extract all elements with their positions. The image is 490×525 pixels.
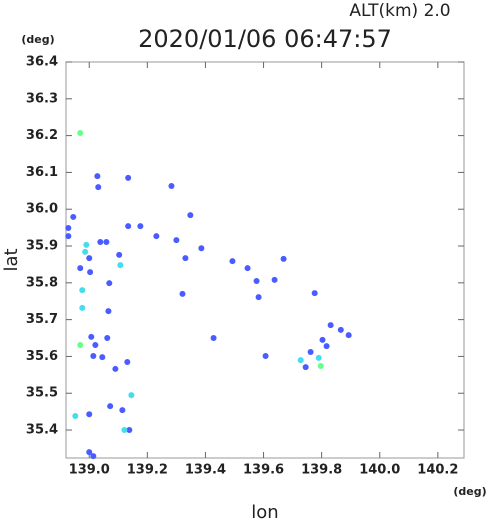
plot-frame [65, 61, 465, 459]
echo [116, 251, 123, 258]
echo [311, 290, 318, 297]
subtitle: ALT(km) 2.0 [349, 1, 450, 21]
echo [302, 364, 309, 371]
echo [112, 365, 119, 372]
y-unit: (deg) [21, 33, 54, 46]
y-tick-label: 35.5 [26, 386, 58, 401]
echo [83, 241, 90, 248]
y-tick-label: 36.1 [26, 165, 58, 180]
echo [125, 223, 132, 230]
y-tick-label: 35.7 [26, 312, 58, 327]
x-tick-label: 139.0 [69, 463, 110, 478]
y-tick-label: 36.0 [26, 202, 58, 217]
echo [119, 407, 126, 414]
x-tick-label: 139.8 [301, 463, 342, 478]
echo [179, 290, 186, 297]
x-tick-label: 140.0 [359, 463, 400, 478]
echo [229, 258, 236, 265]
x-tick-label: 139.6 [243, 463, 284, 478]
x-axis-label: lon [251, 502, 278, 521]
echo [121, 427, 128, 434]
y-tick-label: 35.6 [26, 349, 58, 364]
echo [187, 212, 194, 219]
echo [105, 308, 112, 315]
echo [253, 277, 260, 284]
echo [77, 130, 84, 137]
echo [182, 255, 189, 262]
echo [88, 333, 95, 340]
x-tick-label: 139.2 [127, 463, 168, 478]
x-unit: (deg) [453, 485, 486, 498]
echo [125, 174, 132, 181]
echo [297, 357, 304, 364]
echo [317, 362, 324, 369]
echo [72, 413, 79, 420]
echo [87, 269, 94, 276]
echo [90, 353, 97, 360]
echo [337, 326, 344, 333]
echo [86, 255, 93, 262]
y-tick-label: 36.3 [26, 91, 58, 106]
echo [107, 403, 114, 410]
echo [103, 238, 110, 245]
y-tick-label: 36.2 [26, 128, 58, 143]
echo [244, 265, 251, 272]
echo [126, 427, 133, 434]
chart-title: 2020/01/06 06:47:57 [138, 25, 392, 53]
echo [106, 280, 113, 287]
echo [315, 354, 322, 361]
echo [90, 453, 97, 460]
echo [86, 411, 93, 418]
echo [70, 213, 77, 220]
echo [255, 294, 262, 301]
x-tick-label: 140.2 [417, 463, 458, 478]
echo [94, 173, 101, 180]
echo [168, 183, 175, 190]
echo [137, 223, 144, 230]
echo [271, 276, 278, 283]
echo [117, 262, 124, 269]
y-tick-label: 36.4 [26, 55, 58, 70]
echo [65, 224, 72, 231]
x-tick-label: 139.4 [185, 463, 226, 478]
echo [210, 335, 217, 342]
y-tick-label: 35.9 [26, 239, 58, 254]
echo [307, 349, 314, 356]
y-axis-label: lat [1, 248, 22, 271]
echo [280, 255, 287, 262]
echo [153, 233, 160, 240]
echo [82, 248, 89, 255]
echo [198, 245, 205, 252]
echo [79, 304, 86, 311]
echo [319, 336, 326, 343]
echo [77, 342, 84, 349]
echo [92, 342, 99, 349]
echo [323, 343, 330, 350]
echo [86, 449, 93, 456]
y-tick-label: 35.4 [26, 423, 58, 438]
echo [79, 287, 86, 294]
echo [327, 322, 334, 329]
echo [65, 233, 72, 240]
echo [97, 238, 104, 245]
echo [262, 353, 269, 360]
echo [99, 354, 106, 361]
echo [128, 392, 135, 399]
y-tick-label: 35.8 [26, 275, 58, 290]
echo [173, 237, 180, 244]
echo [345, 332, 352, 339]
echo [77, 265, 84, 272]
echo [124, 358, 131, 365]
echo [104, 335, 111, 342]
echo [95, 184, 102, 191]
